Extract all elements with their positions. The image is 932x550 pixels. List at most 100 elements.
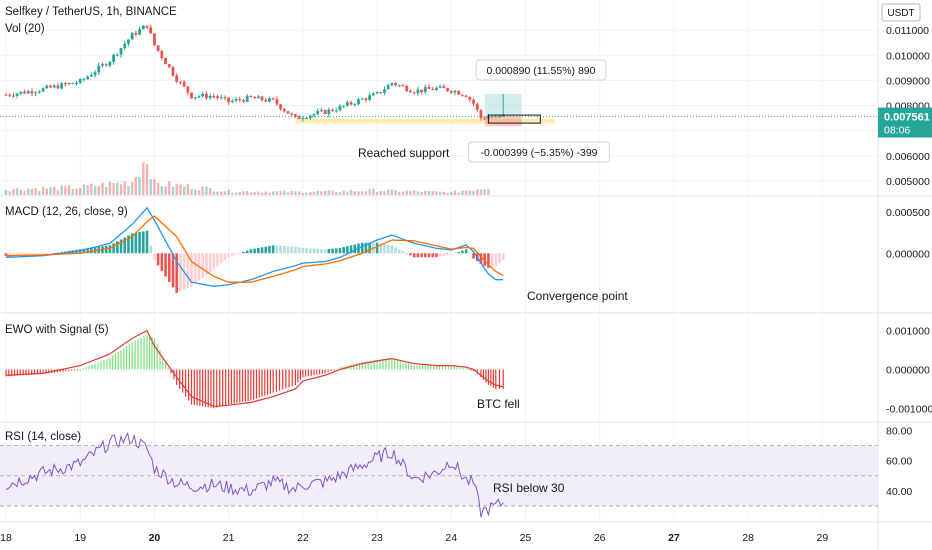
- ewo-bar: [267, 369, 269, 395]
- macd-hist-bar: [349, 245, 353, 254]
- macd-hist-bar: [56, 252, 60, 254]
- ewo-note: BTC fell: [477, 397, 520, 411]
- ewo-bar: [59, 369, 61, 372]
- macd-hist-bar: [205, 253, 208, 275]
- ewo-bar: [291, 369, 293, 387]
- ewo-bar: [421, 365, 424, 370]
- volume-bar: [453, 190, 457, 195]
- volume-bar: [357, 191, 360, 195]
- macd-hist-bar: [468, 253, 472, 255]
- candle-body: [256, 96, 260, 99]
- ewo-bar: [297, 369, 299, 383]
- candle-body: [327, 109, 331, 115]
- price-tick-label: 0.006000: [886, 151, 930, 163]
- ewo-bar: [103, 360, 105, 370]
- volume-bar: [108, 181, 112, 195]
- macd-hist-bar: [420, 253, 423, 258]
- volume-bar: [38, 190, 41, 195]
- macd-hist-bar: [12, 253, 15, 256]
- candle-body: [227, 97, 231, 103]
- macd-hist-bar: [26, 253, 30, 256]
- candle-body: [353, 104, 357, 106]
- volume-bar: [64, 186, 67, 195]
- candle-body: [4, 94, 8, 96]
- macd-hist-bar: [368, 242, 371, 254]
- ewo-bar: [213, 369, 215, 409]
- volume-bar: [182, 186, 186, 195]
- volume-bar: [82, 184, 86, 195]
- candle-body: [216, 96, 219, 98]
- candle-body: [190, 92, 193, 99]
- macd-hist-bar: [249, 249, 253, 254]
- macd-hist-bar: [294, 246, 297, 254]
- ewo-bar: [487, 369, 489, 385]
- ewo-bar: [490, 369, 492, 387]
- macd-hist-bar: [360, 242, 364, 254]
- volume-bar: [312, 191, 316, 195]
- candle-body: [82, 79, 86, 81]
- volume-bar: [12, 189, 15, 195]
- candle-body: [242, 100, 245, 102]
- macd-hist-bar: [257, 247, 260, 254]
- ewo-signal-line: [5, 329, 504, 407]
- volume-bar: [41, 186, 45, 195]
- ewo-bar: [112, 355, 114, 370]
- macd-hist-bar: [116, 241, 119, 254]
- macd-hist-bar: [487, 253, 490, 268]
- ewo-bar: [462, 367, 464, 370]
- volume-bar: [450, 191, 453, 195]
- ewo-bar: [318, 369, 321, 375]
- volume-bar: [190, 189, 193, 195]
- ewo-bar: [42, 369, 44, 375]
- volume-bar: [205, 186, 208, 195]
- volume-bar: [431, 191, 434, 195]
- macd-hist-bar: [238, 253, 242, 255]
- ewo-bar: [419, 365, 421, 370]
- candle-body: [60, 83, 64, 89]
- candle-body: [446, 88, 449, 91]
- volume-bar: [401, 191, 405, 195]
- macd-hist-bar: [312, 248, 316, 254]
- volume-bar: [97, 186, 100, 195]
- candle-body: [416, 89, 420, 94]
- candle-body: [461, 94, 464, 96]
- macd-hist-bar: [219, 253, 223, 264]
- ewo-bar: [125, 346, 128, 370]
- ewo-bar: [358, 362, 361, 370]
- candle-body: [75, 82, 78, 84]
- macd-note: Convergence point: [527, 289, 628, 303]
- candle-body: [275, 99, 279, 105]
- candle-body: [386, 85, 390, 90]
- candle-body: [141, 25, 145, 30]
- macd-hist-bar: [156, 253, 160, 266]
- ewo-bar: [447, 365, 449, 370]
- candle-body: [442, 86, 446, 89]
- macd-hist-bar: [290, 246, 294, 254]
- ewo-bar: [282, 369, 284, 390]
- volume-bar: [435, 191, 438, 195]
- volume-bar: [461, 190, 464, 195]
- candle-body: [119, 48, 123, 55]
- ewo-bar: [39, 369, 41, 375]
- volume-bar: [127, 185, 130, 195]
- macd-hist-bar: [242, 251, 245, 254]
- ewo-bar: [485, 369, 487, 383]
- candle-body: [108, 61, 112, 66]
- candle-body: [71, 83, 75, 85]
- volume-bar: [364, 191, 368, 195]
- ewo-bar: [495, 369, 497, 389]
- volume-bar: [375, 192, 379, 195]
- macd-hist-bar: [19, 253, 23, 256]
- price-tick-label: 0.009000: [886, 75, 930, 87]
- candle-body: [427, 86, 431, 89]
- ewo-bar: [327, 369, 329, 373]
- volume-bar: [327, 190, 331, 195]
- volume-bar: [179, 184, 182, 195]
- candle-body: [112, 54, 116, 62]
- ewo-bar: [502, 369, 504, 389]
- ewo-bar: [123, 348, 125, 370]
- ewo-bar: [408, 363, 410, 370]
- ewo-bar: [416, 365, 418, 370]
- volume-bar: [438, 191, 442, 195]
- rsi-tick-label: 80.00: [886, 426, 912, 438]
